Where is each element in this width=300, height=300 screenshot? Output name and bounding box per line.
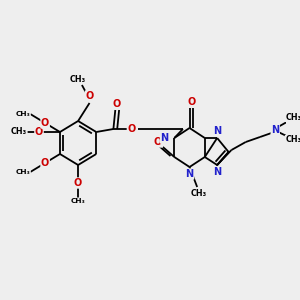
Text: O: O (74, 178, 82, 188)
Text: N: N (160, 133, 169, 143)
Text: N: N (213, 167, 221, 177)
Text: O: O (187, 97, 196, 107)
Text: CH₃: CH₃ (16, 111, 30, 117)
Text: O: O (154, 137, 162, 147)
Text: O: O (41, 118, 49, 128)
Text: CH₃: CH₃ (191, 190, 207, 199)
Text: CH₃: CH₃ (16, 169, 30, 175)
Text: O: O (85, 91, 94, 101)
Text: O: O (112, 99, 120, 109)
Text: CH₃: CH₃ (71, 198, 86, 204)
Text: CH₃: CH₃ (285, 112, 300, 122)
Text: O: O (35, 127, 43, 137)
Text: CH₃: CH₃ (11, 128, 27, 136)
Text: N: N (271, 125, 279, 135)
Text: O: O (41, 158, 49, 168)
Text: N: N (185, 169, 194, 179)
Text: CH₃: CH₃ (285, 136, 300, 145)
Text: CH₃: CH₃ (70, 74, 86, 83)
Text: O: O (128, 124, 136, 134)
Text: N: N (213, 126, 221, 136)
